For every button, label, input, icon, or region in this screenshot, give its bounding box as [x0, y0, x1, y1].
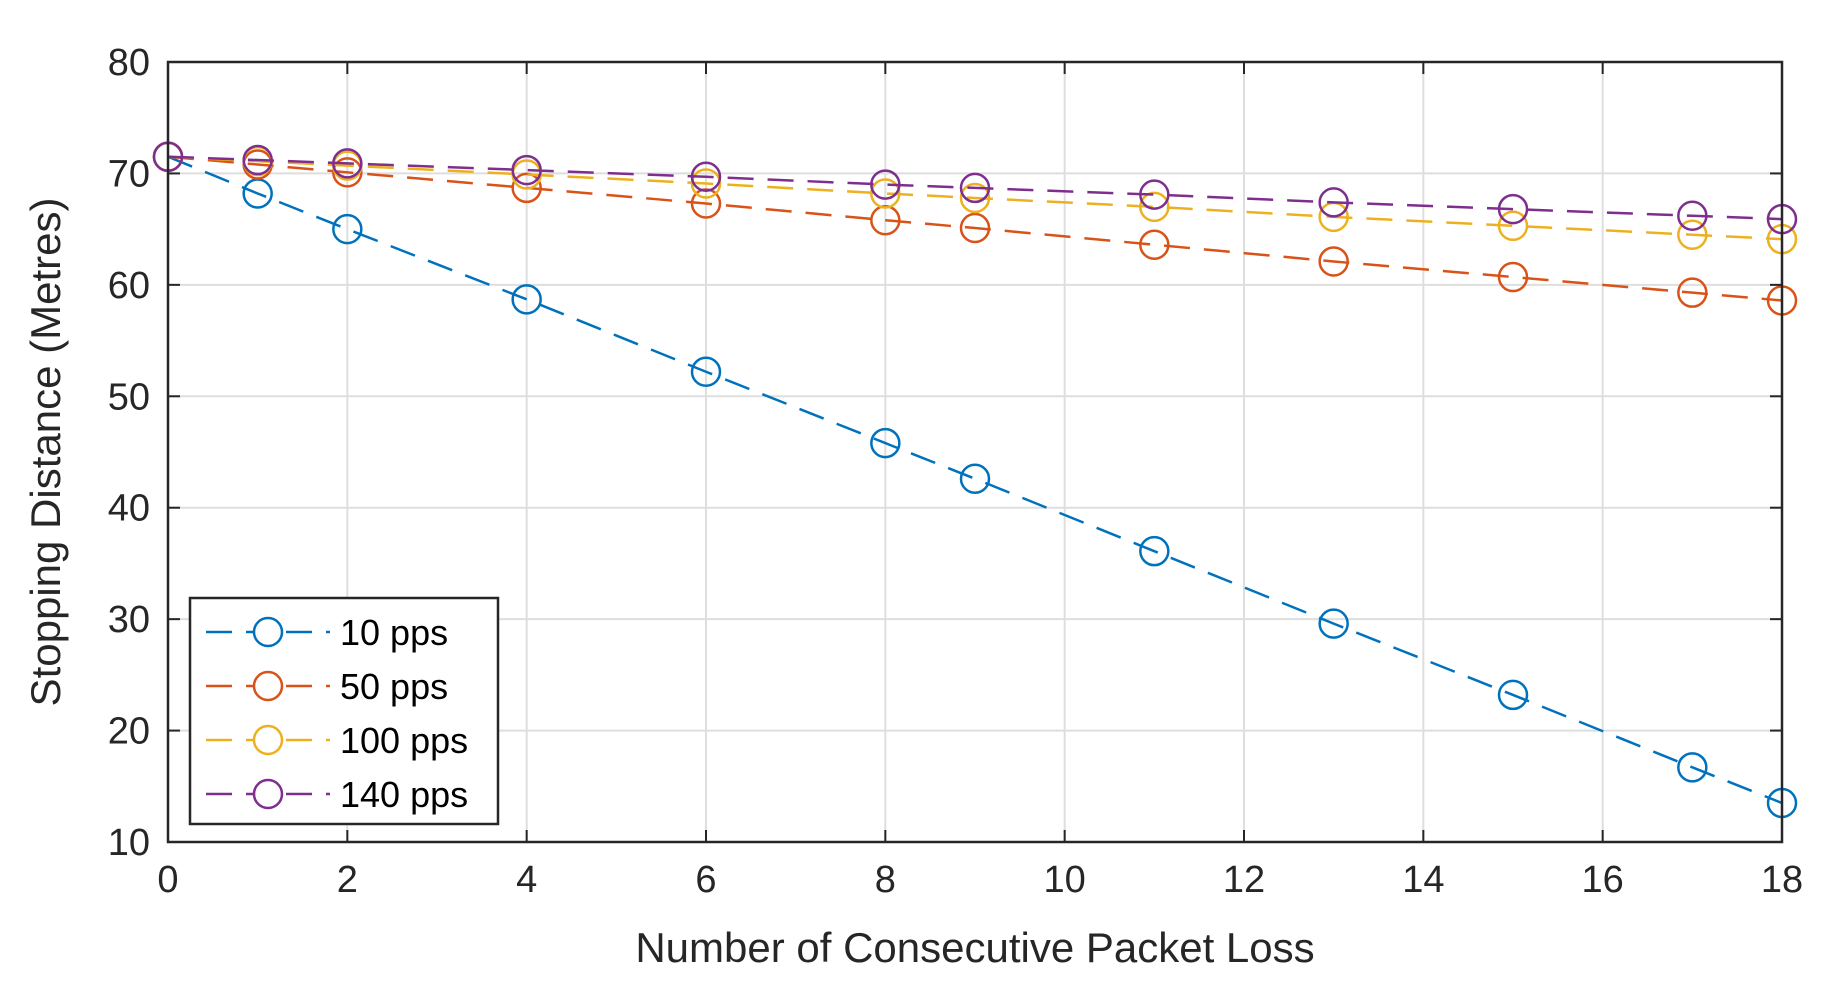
x-tick-label: 0 [157, 859, 178, 901]
series-line [167, 155, 1783, 805]
x-tick-label: 12 [1223, 859, 1265, 901]
x-axis-label: Number of Consecutive Packet Loss [635, 924, 1314, 971]
series-line [167, 155, 1783, 221]
x-tick-label: 18 [1761, 859, 1803, 901]
data-point [690, 188, 722, 219]
series-10-pps [152, 141, 1798, 819]
y-axis-ticks: 10 20 30 40 50 60 70 80 [108, 42, 1782, 864]
series-line [167, 155, 1783, 302]
data-point [959, 463, 991, 494]
data-point [690, 356, 722, 388]
legend-label: 140 pps [340, 774, 468, 815]
y-tick-label: 40 [108, 488, 150, 530]
data-point [1318, 608, 1349, 639]
data-point [1497, 679, 1529, 711]
data-point [1139, 191, 1170, 223]
data-point [959, 212, 991, 244]
x-tick-label: 6 [695, 859, 716, 901]
data-point [332, 148, 363, 179]
legend-item: 140 pps [206, 774, 468, 815]
legend-item: 50 pps [206, 666, 448, 707]
data-point [1497, 210, 1529, 242]
x-tick-label: 14 [1402, 859, 1444, 901]
legend-label: 10 pps [340, 612, 448, 653]
y-tick-label: 30 [108, 599, 150, 641]
y-axis-label: Stopping Distance (Metres) [22, 198, 69, 707]
y-tick-label: 80 [108, 42, 150, 84]
data-point [332, 157, 363, 188]
data-point [1139, 179, 1170, 210]
y-tick-label: 10 [108, 822, 150, 864]
legend-marker [252, 616, 284, 648]
data-point [1497, 261, 1529, 293]
data-point [870, 427, 901, 459]
legend-box [188, 596, 500, 826]
y-tick-label: 60 [108, 265, 150, 307]
y-tick-label: 20 [108, 711, 150, 753]
data-point [1139, 229, 1170, 260]
x-tick-label: 8 [875, 859, 896, 901]
data-point [1677, 277, 1708, 308]
series-100-pps [152, 141, 1798, 255]
legend-marker [252, 670, 284, 702]
legend-marker [252, 724, 284, 756]
legend-label: 100 pps [340, 720, 468, 761]
data-point [511, 172, 542, 204]
data-point [242, 144, 273, 176]
data-point [870, 204, 901, 236]
data-point [1497, 193, 1529, 225]
data-point [870, 178, 901, 209]
x-axis-ticks: 0 2 4 6 8 10 12 14 16 18 [157, 62, 1803, 901]
y-tick-label: 50 [108, 376, 150, 418]
legend-label: 50 pps [340, 666, 448, 707]
y-tick-label: 70 [108, 153, 150, 195]
x-tick-label: 10 [1044, 859, 1086, 901]
data-point [511, 154, 542, 186]
data-point [332, 213, 363, 245]
legend-item: 100 pps [206, 720, 468, 761]
data-point [1677, 752, 1708, 783]
data-point [1677, 200, 1708, 232]
legend-marker [252, 778, 284, 810]
x-tick-label: 16 [1582, 859, 1624, 901]
data-point [1318, 187, 1349, 218]
data-point [870, 169, 901, 200]
legend: 10 pps 50 pps 100 pps 140 pps [188, 596, 500, 826]
series-140-pps [152, 141, 1798, 235]
x-tick-label: 4 [516, 859, 537, 901]
data-point [690, 161, 722, 193]
plot-series [152, 141, 1798, 819]
plot-frame [166, 60, 1784, 844]
data-point [959, 172, 991, 204]
data-point [511, 284, 542, 315]
x-tick-label: 2 [337, 859, 358, 901]
legend-item: 10 pps [206, 612, 448, 653]
data-point [1677, 219, 1708, 250]
data-point [1318, 246, 1349, 277]
data-point [690, 168, 722, 199]
data-point [1139, 535, 1170, 567]
data-point [959, 182, 991, 214]
